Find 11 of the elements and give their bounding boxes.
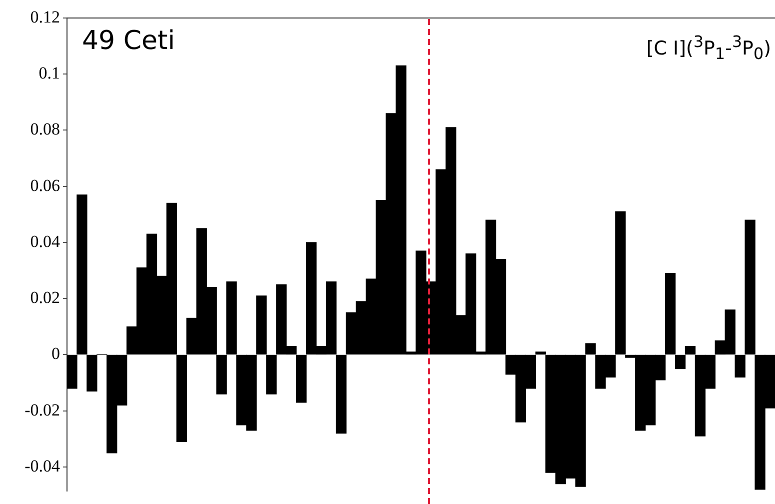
text: [C I]($^{3}$P$_{1}$-$^{3}$P$_{0}$) [646, 32, 771, 64]
y-tick-label: 0.06 [30, 176, 60, 195]
y-tick-label: 0.12 [30, 7, 60, 26]
annotation: 49 Ceti [82, 26, 175, 56]
y-tick-label: -0.04 [24, 456, 60, 476]
y-tick-label: 0.1 [38, 64, 60, 83]
y-tick-label: 0.08 [30, 120, 60, 139]
y-tick-label: -0.02 [24, 400, 60, 420]
y-tick-label: 0.04 [30, 232, 60, 251]
y-tick-label: 0.02 [30, 288, 60, 308]
y-tick-label: 0 [52, 344, 60, 364]
